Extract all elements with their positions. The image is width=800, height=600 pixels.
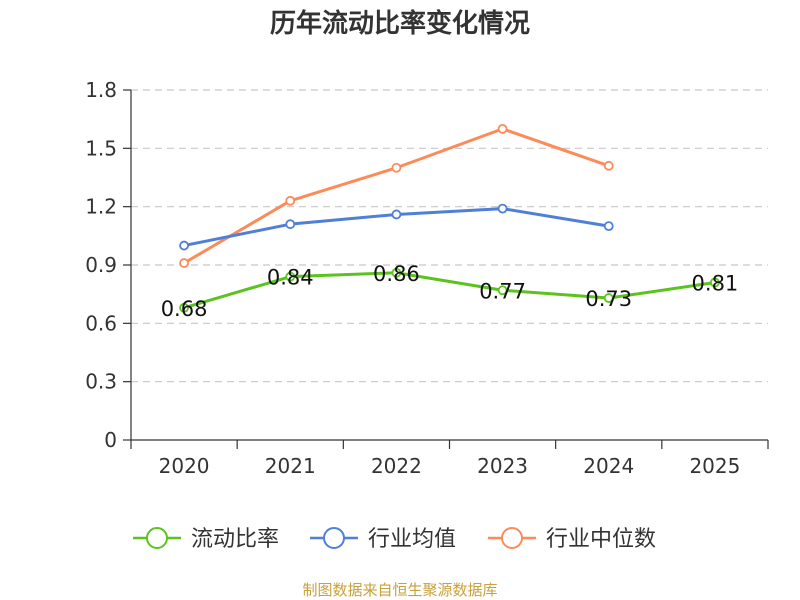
y-tick-label: 0.3 <box>85 370 117 394</box>
x-tick-label: 2025 <box>689 454 740 478</box>
y-tick-label: 0.6 <box>85 311 117 335</box>
chart-title: 历年流动比率变化情况 <box>270 8 530 39</box>
data-point <box>391 267 402 278</box>
series-group: 0.68 0.84 0.86 0.77 0.73 0.81 <box>161 123 739 321</box>
legend-label: 流动比率 <box>191 527 279 552</box>
y-tick-label: 0.9 <box>85 253 117 277</box>
data-point <box>285 219 296 230</box>
legend-label: 行业均值 <box>368 527 456 552</box>
data-point <box>603 221 614 232</box>
data-point <box>285 195 296 206</box>
legend-label: 行业中位数 <box>546 527 656 552</box>
legend-item[interactable]: 流动比率 <box>133 527 279 552</box>
legend-item[interactable]: 行业均值 <box>310 527 456 552</box>
data-label: 0.86 <box>373 262 420 286</box>
y-tick-label: 1.8 <box>85 78 117 102</box>
x-tick-label: 2023 <box>477 454 528 478</box>
data-point <box>179 302 189 313</box>
y-axis-ticks: 0 0.3 0.6 0.9 1.2 1.5 1.8 <box>85 78 131 452</box>
data-label: 0.73 <box>585 287 632 311</box>
x-tick-label: 2021 <box>265 454 316 478</box>
data-point <box>179 258 189 268</box>
data-point <box>391 209 402 220</box>
data-label: 0.81 <box>692 272 739 296</box>
gridlines <box>131 89 768 383</box>
legend-marker <box>146 527 168 549</box>
data-label: 0.77 <box>479 279 526 303</box>
source-note: 制图数据来自恒生聚源数据库 <box>302 581 497 599</box>
x-tick-label: 2022 <box>371 454 422 478</box>
x-tick-label: 2020 <box>159 454 210 478</box>
y-tick-label: 1.5 <box>85 136 117 160</box>
series-line-0 <box>182 271 717 310</box>
x-axis-ticks: 2020 2021 2022 2023 2024 2025 <box>130 440 769 478</box>
data-point <box>391 162 402 173</box>
y-tick-label: 1.2 <box>85 195 117 219</box>
legend-item[interactable]: 行业中位数 <box>488 527 656 552</box>
data-point <box>179 240 189 251</box>
data-point <box>497 123 508 134</box>
legend[interactable]: 流动比率 行业均值 行业中位数 <box>133 527 656 552</box>
data-label: 0.84 <box>267 266 314 290</box>
data-point <box>285 271 296 282</box>
data-point <box>710 277 720 288</box>
x-tick-label: 2024 <box>583 454 634 478</box>
legend-marker <box>323 527 345 549</box>
y-tick-label: 0 <box>104 428 117 452</box>
data-point <box>497 285 508 296</box>
data-point <box>603 160 614 171</box>
data-point <box>497 203 508 214</box>
legend-marker <box>501 527 523 549</box>
data-point <box>603 293 614 303</box>
series-line-2 <box>182 127 611 265</box>
data-label: 0.68 <box>161 297 208 321</box>
